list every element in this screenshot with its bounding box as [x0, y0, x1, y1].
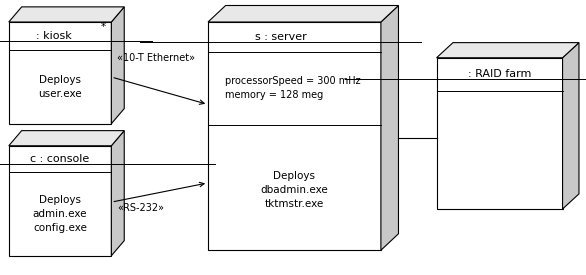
Polygon shape — [381, 6, 398, 250]
Text: : kiosk: : kiosk — [36, 31, 72, 41]
Polygon shape — [111, 7, 124, 124]
Text: «10-T Ethernet»: «10-T Ethernet» — [117, 53, 195, 63]
Polygon shape — [9, 131, 124, 146]
Polygon shape — [563, 43, 579, 209]
Polygon shape — [111, 131, 124, 256]
Polygon shape — [9, 22, 111, 124]
Text: Deploys
admin.exe
config.exe: Deploys admin.exe config.exe — [33, 195, 87, 233]
Text: c : console: c : console — [30, 154, 90, 164]
Text: «RS-232»: «RS-232» — [117, 203, 164, 213]
Polygon shape — [9, 146, 111, 256]
Text: : RAID farm: : RAID farm — [468, 69, 532, 79]
Text: *: * — [101, 22, 105, 32]
Polygon shape — [437, 58, 563, 209]
Polygon shape — [208, 6, 398, 22]
Text: s : server: s : server — [255, 32, 306, 42]
Text: Deploys
user.exe: Deploys user.exe — [38, 75, 82, 99]
Text: processorSpeed = 300 mHz
memory = 128 meg: processorSpeed = 300 mHz memory = 128 me… — [225, 76, 361, 100]
Polygon shape — [437, 43, 579, 58]
Polygon shape — [208, 22, 381, 250]
Polygon shape — [9, 7, 124, 22]
Text: Deploys
dbadmin.exe
tktmstr.exe: Deploys dbadmin.exe tktmstr.exe — [261, 171, 328, 209]
